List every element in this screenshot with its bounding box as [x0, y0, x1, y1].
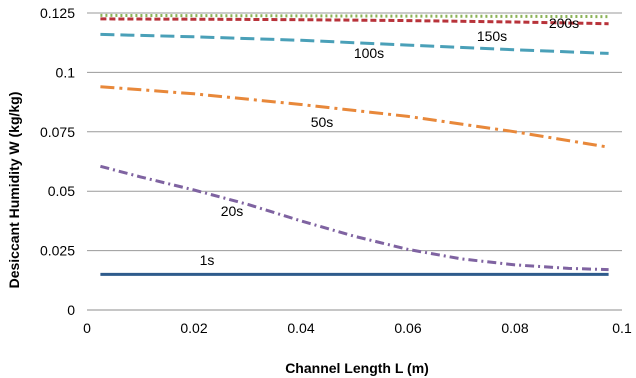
x-tick-label: 0: [83, 320, 91, 336]
x-tick-label: 0.06: [394, 320, 421, 336]
y-tick-label: 0.075: [40, 124, 75, 140]
series-line-50s: [100, 85, 609, 149]
series-label-100s: 100s: [354, 45, 384, 61]
x-tick-label: 0.02: [180, 320, 207, 336]
y-axis-title: Desiccant Humidity W (kg/kg): [6, 92, 22, 289]
series-line-100s: [100, 32, 609, 55]
y-tick-labels: 0 0.025 0.05 0.075 0.1 0.125: [40, 5, 75, 318]
x-tick-label: 0.08: [501, 320, 528, 336]
y-tick-label: 0: [67, 302, 75, 318]
y-tick-label: 0.05: [48, 183, 75, 199]
series-label-20s: 20s: [221, 203, 244, 219]
series-label-50s: 50s: [311, 114, 334, 130]
x-axis-title: Channel Length L (m): [285, 360, 429, 376]
series-line-150s: [100, 17, 609, 26]
y-tick-label: 0.1: [56, 64, 76, 80]
y-tick-label: 0.025: [40, 243, 75, 259]
x-tick-labels: 0 0.02 0.04 0.06 0.08 0.1: [83, 320, 632, 336]
x-tick-label: 0.1: [612, 320, 632, 336]
y-tick-label: 0.125: [40, 5, 75, 21]
series-labels: 1s 20s 50s 100s 150s 200s: [200, 15, 580, 268]
series-line-200s: [100, 13, 609, 19]
gridlines: [87, 12, 622, 311]
series-label-150s: 150s: [477, 28, 507, 44]
series-label-1s: 1s: [200, 252, 215, 268]
series-line-20s: [100, 164, 609, 272]
x-tick-label: 0.04: [287, 320, 314, 336]
series-layer: [100, 13, 609, 276]
series-label-200s: 200s: [549, 15, 579, 31]
